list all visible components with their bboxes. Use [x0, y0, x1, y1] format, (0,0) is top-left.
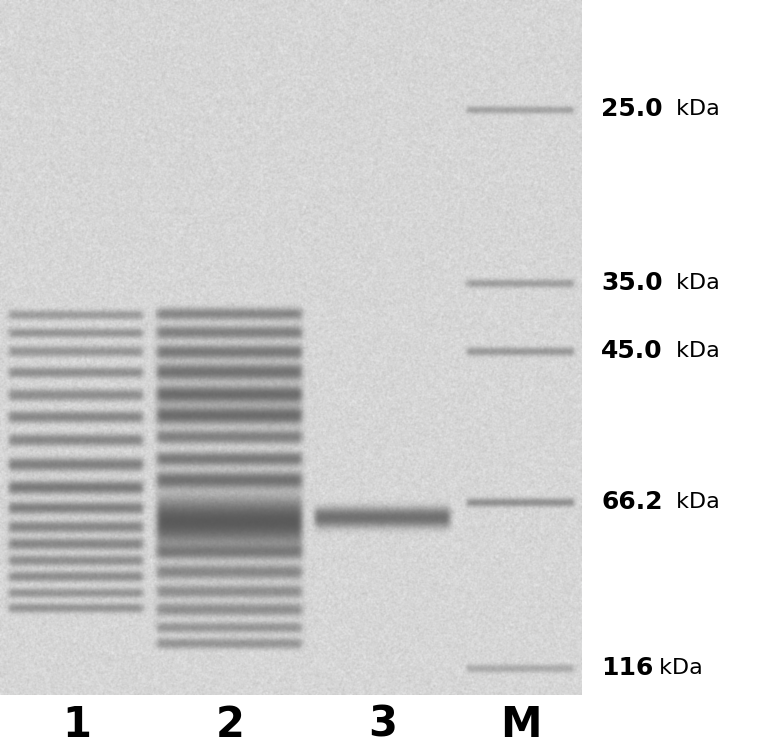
Text: kDa: kDa [652, 658, 702, 678]
Text: 25.0: 25.0 [601, 97, 663, 122]
Text: kDa: kDa [669, 100, 719, 119]
Text: M: M [500, 704, 542, 746]
Text: 66.2: 66.2 [601, 490, 663, 514]
Text: kDa: kDa [669, 273, 719, 293]
Text: kDa: kDa [669, 492, 719, 512]
Text: 1: 1 [62, 704, 91, 746]
Text: 2: 2 [215, 704, 244, 746]
Text: 116: 116 [601, 656, 653, 680]
Text: 35.0: 35.0 [601, 271, 663, 295]
Text: kDa: kDa [669, 341, 719, 361]
Text: 45.0: 45.0 [601, 339, 663, 363]
Text: 3: 3 [368, 704, 398, 746]
